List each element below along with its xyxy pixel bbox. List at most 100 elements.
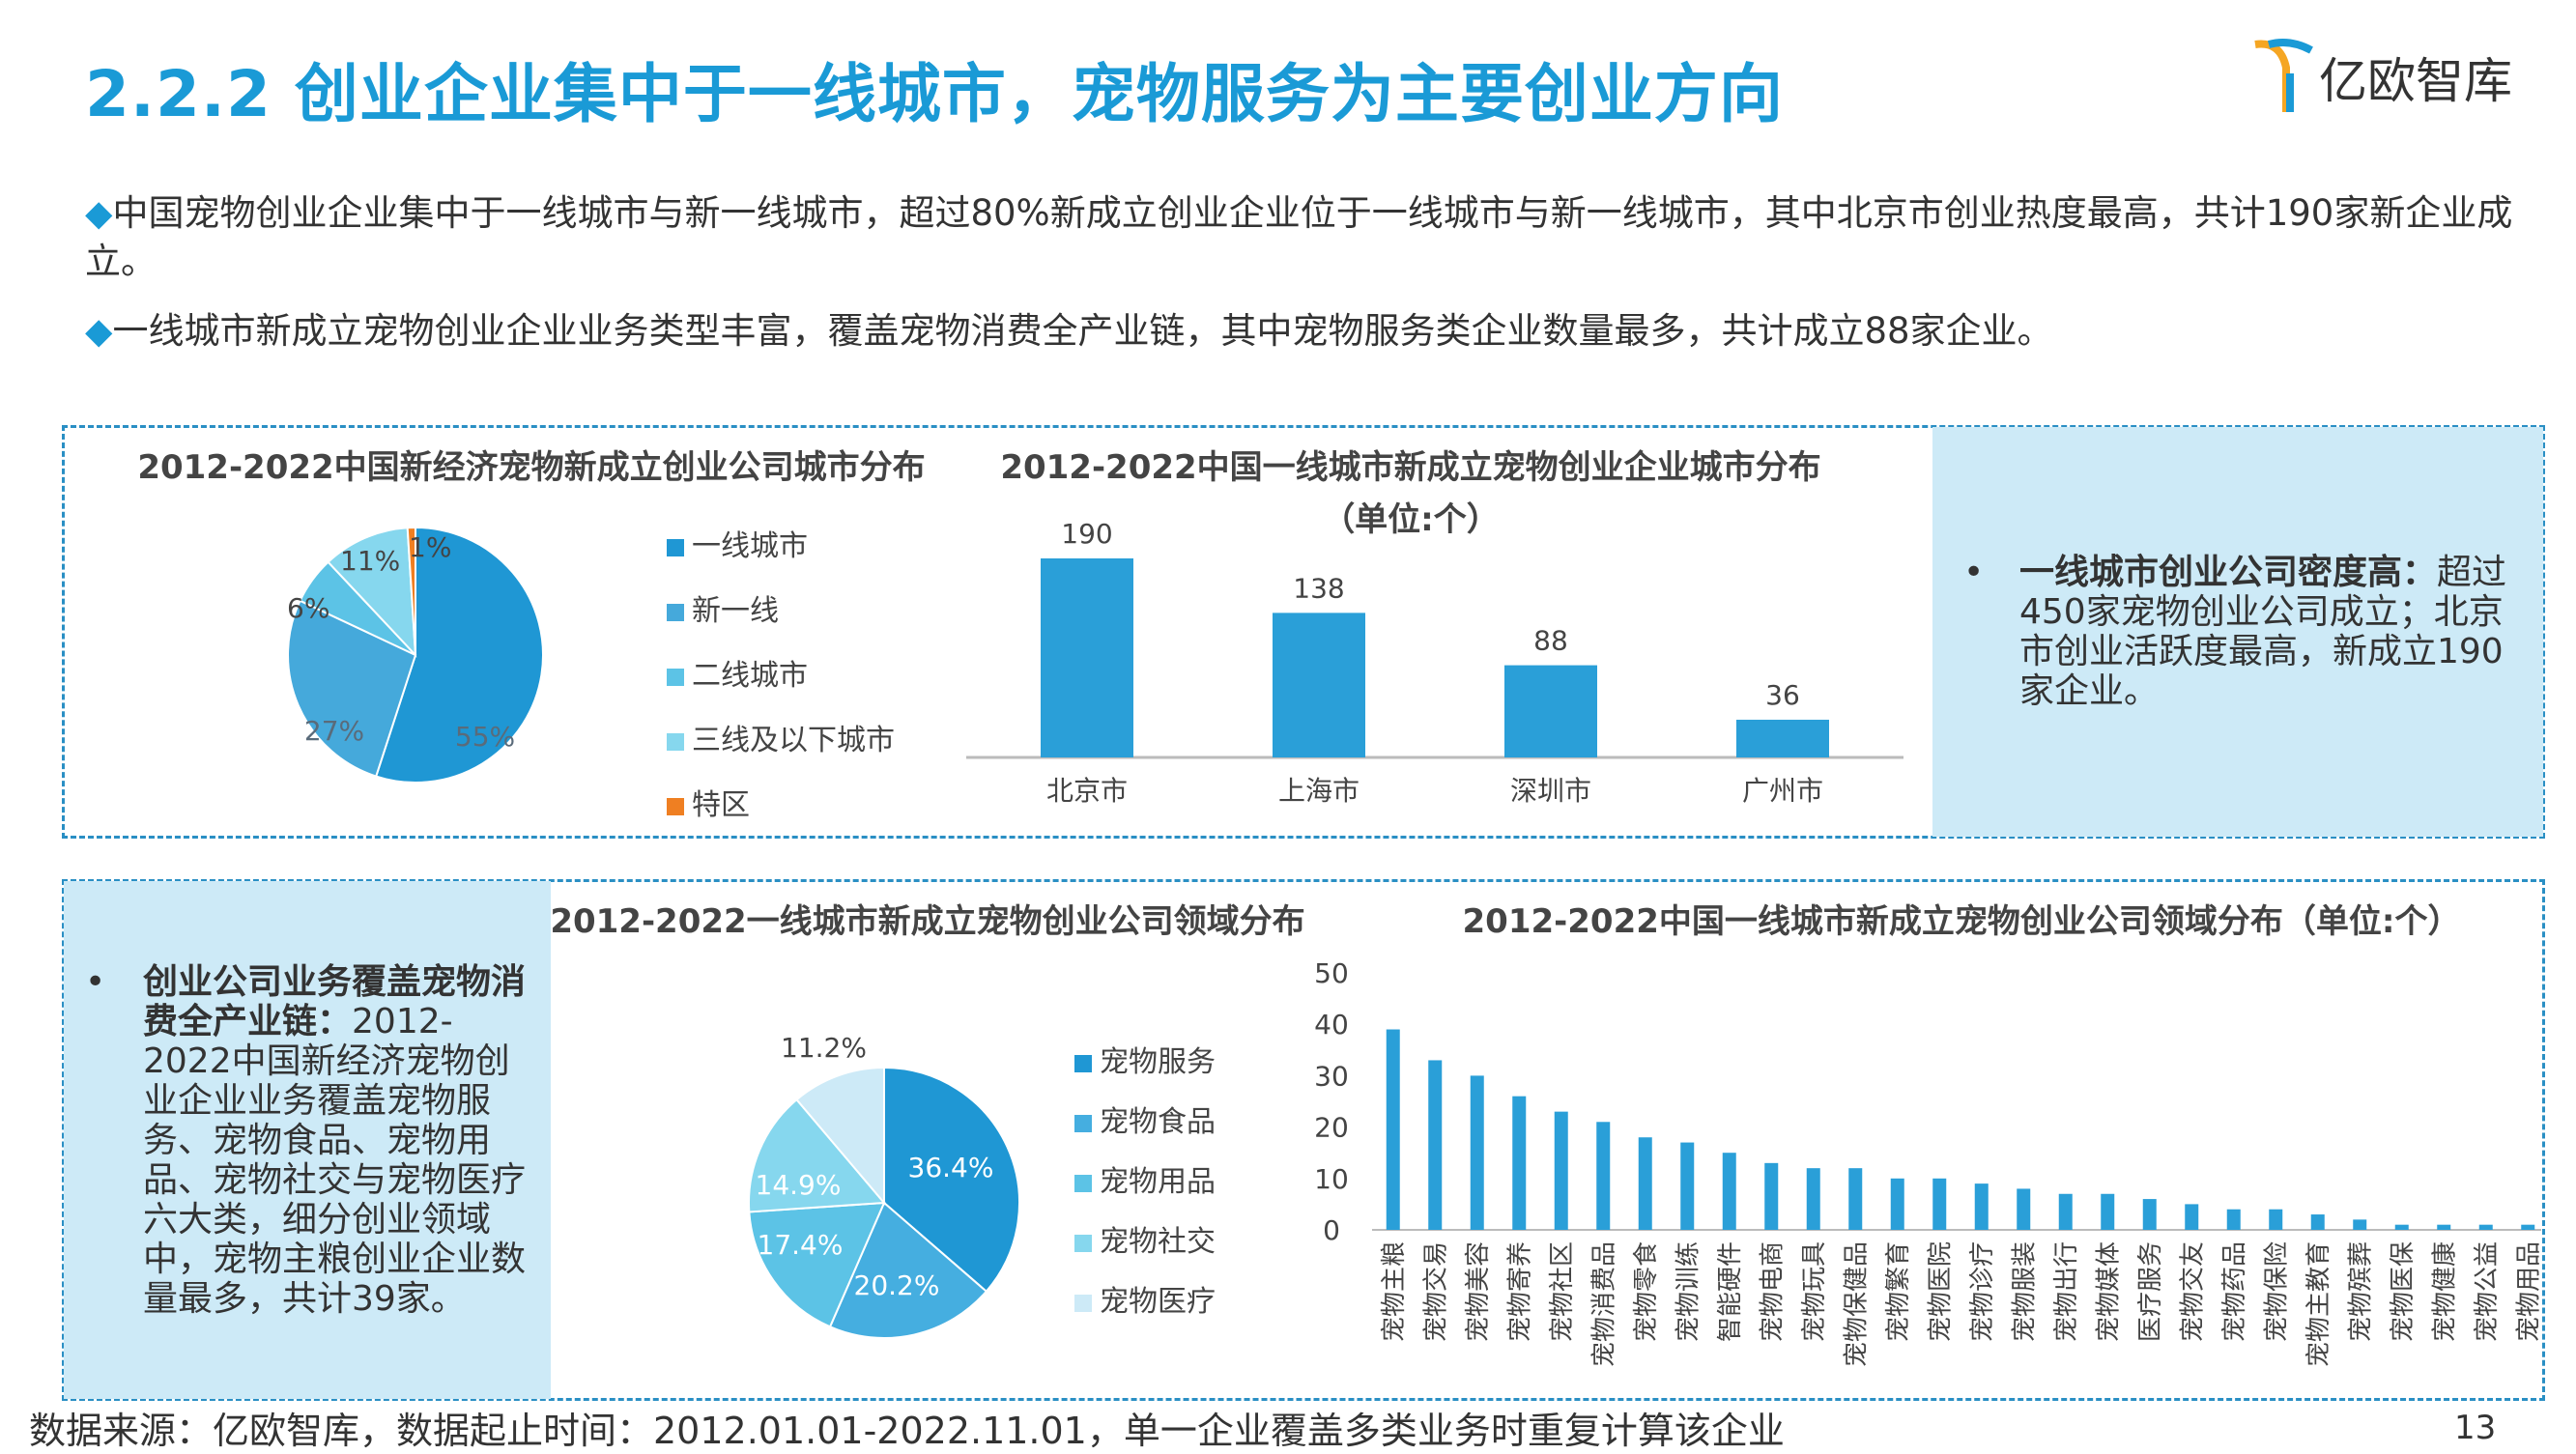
x-tick-label: 宠物美容	[1464, 1241, 1493, 1342]
pie-label: 14.9%	[756, 1169, 842, 1201]
footer-source: 数据来源：亿欧智库，数据起止时间：2012.01.01-2022.11.01，单…	[29, 1410, 1785, 1452]
bar-宠物美容	[1470, 1075, 1484, 1230]
pie-slice-2	[287, 599, 417, 778]
x-tick-label: 宠物诊疗	[1968, 1241, 1997, 1342]
bar-宠物社区	[1554, 1111, 1568, 1230]
pie-slice-4	[327, 527, 417, 658]
bullet-2: ◆一线城市新成立宠物创业企业业务类型丰富，覆盖宠物消费全产业链，其中宠物服务类企…	[85, 307, 2520, 356]
x-tick-label: 宠物保健品	[1842, 1241, 1871, 1367]
bar-宠物媒体	[2101, 1193, 2115, 1230]
chart3-outside-label: 11.2%	[781, 1032, 867, 1064]
x-tick-label: 宠物医保	[2389, 1241, 2418, 1342]
pie-slice-2	[828, 1201, 988, 1339]
x-tick-label: 宠物公益	[2473, 1241, 2502, 1342]
bar-value-label: 190	[1061, 518, 1112, 550]
pie-slice-3	[748, 1201, 886, 1328]
pie-outside-label: 11%	[340, 545, 401, 577]
legend-item: 二线城市	[667, 651, 808, 694]
bar-宠物保险	[2269, 1209, 2283, 1230]
x-tick-label: 宠物交易	[1421, 1241, 1450, 1342]
x-tick-label: 宠物繁育	[1884, 1241, 1913, 1342]
pie-outside-label: 6%	[287, 592, 330, 624]
top-note-bold: 一线城市创业公司密度高：	[2019, 553, 2438, 592]
bar-宠物公益	[2478, 1224, 2493, 1230]
chart2-title: 2012-2022中国一线城市新成立宠物创业企业城市分布	[1000, 448, 1821, 487]
chart3-pie: 36.4% 20.2% 17.4% 14.9%	[748, 1066, 1020, 1339]
chart2-subtitle: （单位:个）	[1322, 500, 1500, 539]
legend-swatch	[667, 538, 684, 556]
legend-item: 宠物医疗	[1074, 1277, 1216, 1320]
bar-宠物健康	[2437, 1224, 2451, 1230]
legend-item: 宠物服务	[1074, 1038, 1216, 1080]
legend-label: 新一线	[692, 594, 779, 628]
legend-item: 宠物社交	[1074, 1217, 1216, 1260]
bar-北京市	[1041, 558, 1133, 757]
legend-label: 宠物服务	[1100, 1045, 1216, 1079]
bar-宠物零食	[1638, 1137, 1652, 1230]
legend-label: 宠物食品	[1100, 1105, 1216, 1139]
top-note-text: 超过450家宠物创业公司成立；北京市创业活跃度最高，新成立190家企业。	[2019, 553, 2507, 711]
legend-item: 特区	[667, 781, 750, 823]
pie-slice-5	[406, 526, 416, 656]
top-note: • 一线城市创业公司密度高：超过450家宠物创业公司成立；北京市创业活跃度最高，…	[1932, 427, 2543, 837]
bar-宠物用品	[2521, 1224, 2535, 1230]
x-tick-label: 智能硬件	[1716, 1241, 1745, 1342]
x-tick-label: 医疗服务	[2136, 1241, 2165, 1342]
legend-label: 宠物医疗	[1100, 1285, 1216, 1319]
bar-宠物医保	[2394, 1224, 2409, 1230]
y-tick-label: 10	[1314, 1163, 1349, 1195]
x-tick-label: 宠物主教育	[2304, 1241, 2333, 1367]
bullet-marker: ◆	[85, 310, 113, 352]
pie-label: 20.2%	[854, 1269, 940, 1301]
x-tick-label: 宠物服装	[2010, 1241, 2039, 1342]
bottom-note: • 创业公司业务覆盖宠物消费全产业链：2012-2022中国新经济宠物创业企业业…	[64, 881, 551, 1399]
bar-宠物服装	[2017, 1188, 2031, 1230]
x-tick-label: 宠物医院	[1926, 1241, 1955, 1342]
bar-上海市	[1273, 613, 1365, 757]
bar-宠物主粮	[1386, 1029, 1400, 1230]
legend-swatch	[1074, 1054, 1092, 1072]
note-bullet: •	[85, 962, 106, 1002]
legend-swatch	[1074, 1294, 1092, 1312]
legend-item: 三线及以下城市	[667, 716, 895, 758]
x-tick-label: 宠物媒体	[2094, 1241, 2123, 1342]
legend-swatch	[667, 797, 684, 815]
y-tick-label: 0	[1323, 1214, 1340, 1246]
bar-宠物玩具	[1806, 1168, 1820, 1230]
page-number: 13	[2454, 1409, 2497, 1447]
bottom-panel	[62, 879, 2545, 1401]
bar-value-label: 138	[1293, 572, 1344, 604]
bullet-1: ◆中国宠物创业企业集中于一线城市与新一线城市，超过80%新成立创业企业位于一线城…	[85, 189, 2520, 286]
note-bullet: •	[1963, 553, 1985, 592]
chart4-title: 2012-2022中国一线城市新成立宠物创业公司领域分布（单位:个）	[1462, 902, 2461, 941]
chart2-bar: 190 北京市 138 上海市 88 深圳市 36 广州市	[966, 518, 1903, 807]
bullet-marker: ◆	[85, 192, 113, 234]
legend-item: 宠物用品	[1074, 1157, 1216, 1200]
bar-广州市	[1736, 719, 1829, 757]
pie-slice-1	[374, 526, 544, 784]
legend-swatch	[1074, 1114, 1092, 1132]
legend-label: 三线及以下城市	[692, 724, 895, 757]
bar-宠物交易	[1428, 1060, 1443, 1230]
legend-swatch	[667, 603, 684, 621]
x-tick-label: 宠物出行	[2052, 1241, 2081, 1342]
bar-宠物训练	[1680, 1142, 1695, 1230]
bar-宠物出行	[2058, 1193, 2073, 1230]
x-tick-label: 宠物用品	[2514, 1241, 2541, 1342]
legend-label: 一线城市	[692, 529, 808, 563]
x-tick-label: 宠物玩具	[1800, 1241, 1829, 1342]
bar-宠物诊疗	[1974, 1183, 1989, 1230]
legend-label: 特区	[692, 788, 750, 822]
legend-label: 宠物用品	[1100, 1165, 1216, 1199]
bullet-2-text: 一线城市新成立宠物创业企业业务类型丰富，覆盖宠物消费全产业链，其中宠物服务类企业…	[112, 310, 2053, 352]
x-tick-label: 宠物消费品	[1589, 1241, 1618, 1367]
logo: 亿欧智库	[2251, 35, 2541, 122]
bar-深圳市	[1504, 665, 1597, 757]
pie-slice-4	[748, 1098, 887, 1213]
chart1-pie: 55% 27%	[287, 526, 544, 784]
page-title: 2.2.2 创业企业集中于一线城市，宠物服务为主要创业方向	[85, 57, 1784, 131]
x-tick-label: 北京市	[1046, 775, 1128, 807]
chart1-title: 2012-2022中国新经济宠物新成立创业公司城市分布	[137, 448, 926, 487]
legend-swatch	[667, 732, 684, 751]
bullet-1-text: 中国宠物创业企业集中于一线城市与新一线城市，超过80%新成立创业企业位于一线城市…	[85, 192, 2513, 282]
